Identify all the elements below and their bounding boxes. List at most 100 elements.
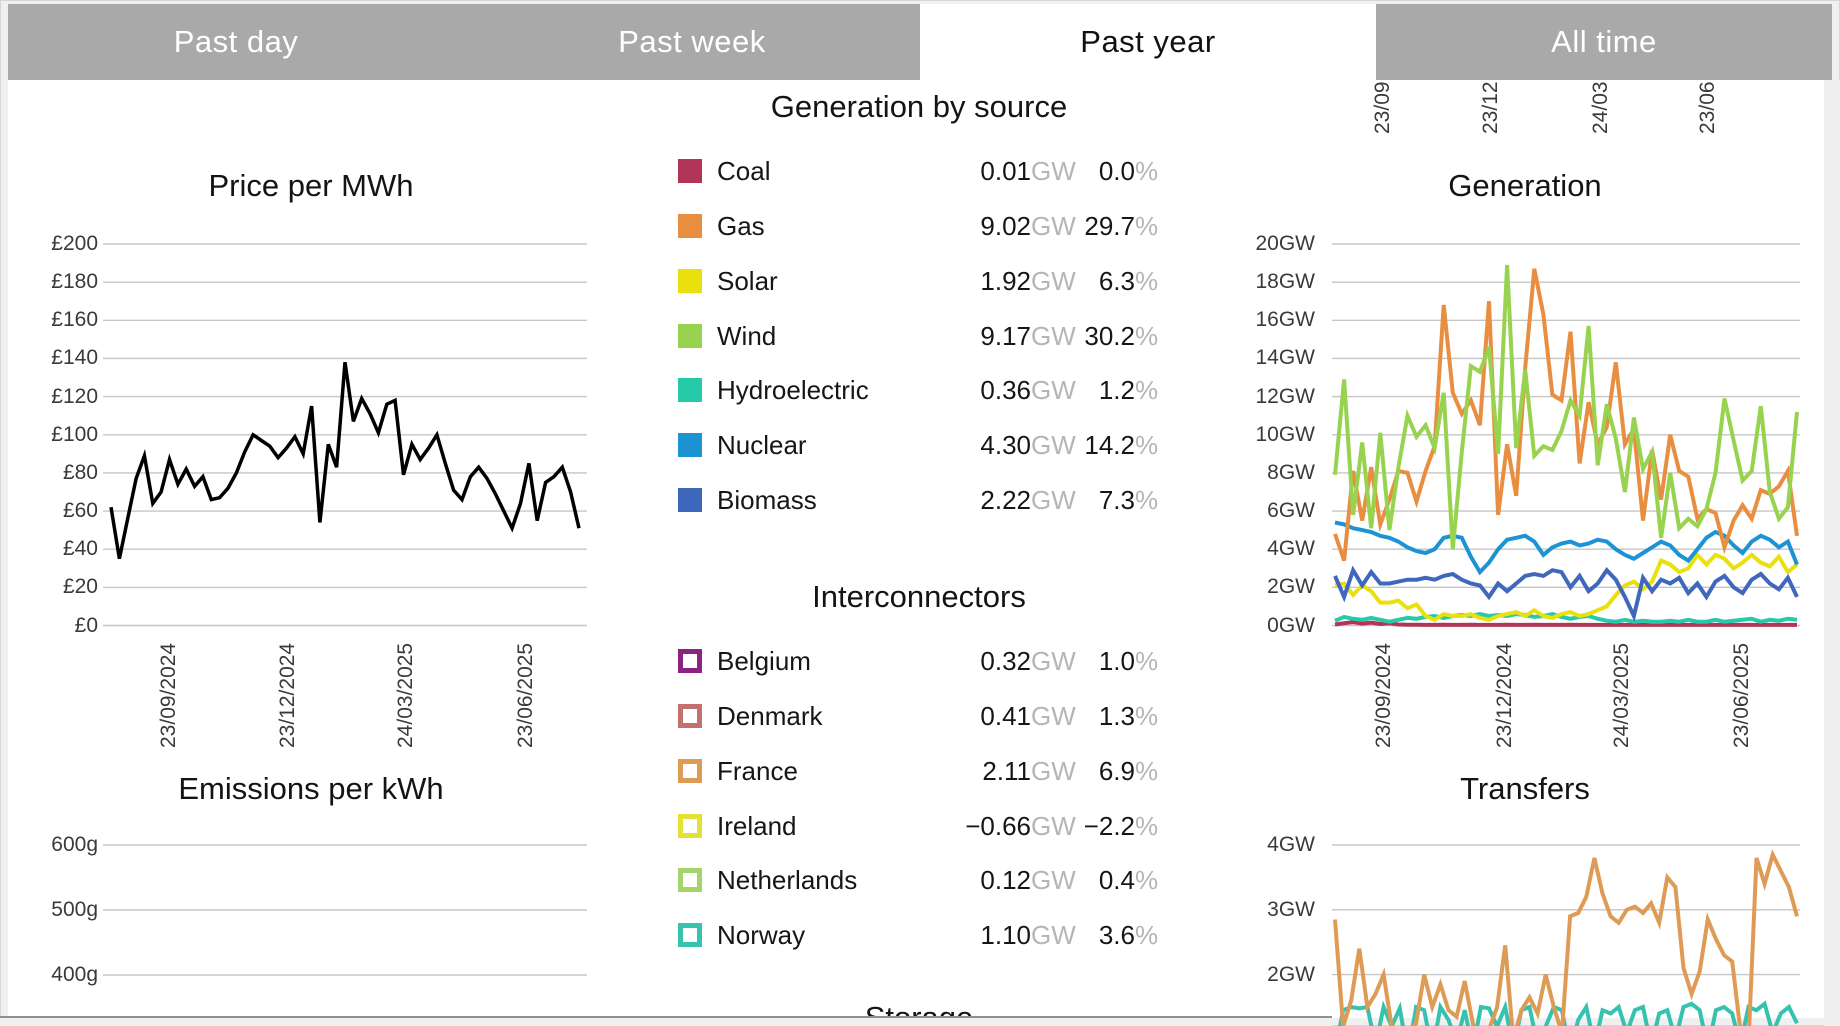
legend-row-gas[interactable]: Gas 9.02 GW 29.7 % xyxy=(0,206,1840,246)
chart-title-transfers: Transfers xyxy=(1460,771,1590,806)
x-axis-tick-label: 23/12/2024 xyxy=(276,642,299,748)
interconnector-label: Ireland xyxy=(717,811,797,841)
tab-past-day[interactable]: Past day xyxy=(8,4,464,80)
transfers-chart xyxy=(1332,844,1800,1026)
y-axis-tick-label: £40 xyxy=(62,537,98,561)
y-axis-tick-label: 16GW xyxy=(1255,308,1315,332)
solar-swatch-icon xyxy=(678,269,702,293)
interconnector-label: Norway xyxy=(717,920,806,950)
legend-row-ireland[interactable]: Ireland −0.66 GW −2.2 % xyxy=(0,806,1840,846)
tab-past-week[interactable]: Past week xyxy=(464,4,920,80)
y-axis-tick-label: 4GW xyxy=(1267,833,1315,856)
legend-row-solar[interactable]: Solar 1.92 GW 6.3 % xyxy=(0,261,1840,301)
legend-row-norway[interactable]: Norway 1.10 GW 3.6 % xyxy=(0,915,1840,955)
hydroelectric-swatch-icon xyxy=(678,378,702,402)
legend-row-coal[interactable]: Coal 0.01 GW 0.0 % xyxy=(0,151,1840,191)
clipped-axis-label: 23/09/ xyxy=(1371,82,1394,134)
y-axis-tick-label: 20GW xyxy=(1255,232,1315,255)
time-range-tabs: Past day Past week Past year All time xyxy=(8,4,1832,80)
interconnector-label: Netherlands xyxy=(717,865,858,895)
y-axis-tick-label: £180 xyxy=(51,270,98,294)
source-unit: GW xyxy=(1031,485,1076,515)
y-axis-tick-label: 6GW xyxy=(1267,499,1315,523)
legend-row-biomass[interactable]: Biomass 2.22 GW 7.3 % xyxy=(0,480,1840,520)
interconnector-unit: GW xyxy=(1031,865,1076,895)
scrollbar-track[interactable] xyxy=(1824,80,1840,1026)
denmark-swatch-icon xyxy=(678,704,702,728)
source-pct-unit: % xyxy=(1135,485,1159,515)
netherlands-swatch-icon xyxy=(678,868,702,892)
interconnector-pct: 6.9 xyxy=(1098,756,1135,786)
france-swatch-icon xyxy=(678,759,702,783)
x-axis-tick-label: 24/03/2025 xyxy=(394,642,417,748)
source-label: Gas xyxy=(717,211,765,241)
series-line-biomass xyxy=(1333,565,1799,623)
legend-row-belgium[interactable]: Belgium 0.32 GW 1.0 % xyxy=(0,641,1840,681)
legend-row-hydroelectric[interactable]: Hydroelectric 0.36 GW 1.2 % xyxy=(0,370,1840,410)
interconnector-value: 0.41 xyxy=(980,701,1031,731)
source-value: 0.36 xyxy=(980,375,1031,405)
series-line-hydroelectric xyxy=(1334,612,1798,624)
y-axis-tick-label: 600g xyxy=(51,833,98,856)
gas-swatch-icon xyxy=(678,214,702,238)
source-unit: GW xyxy=(1031,211,1076,241)
y-axis-tick-label: 14GW xyxy=(1255,346,1315,370)
x-axis-tick-label: 23/06/2025 xyxy=(1730,642,1753,748)
interconnector-label: France xyxy=(717,756,798,786)
source-unit: GW xyxy=(1031,321,1076,351)
series-line-wind xyxy=(1333,264,1799,550)
source-value: 4.30 xyxy=(980,430,1031,460)
interconnector-pct: 1.0 xyxy=(1098,646,1135,676)
source-value: 9.17 xyxy=(980,321,1031,351)
y-axis-tick-label: £100 xyxy=(51,422,98,446)
series-line-solar xyxy=(1334,551,1799,623)
tab-past-year[interactable]: Past year xyxy=(920,4,1376,80)
source-label: Coal xyxy=(717,156,771,186)
legend-row-nuclear[interactable]: Nuclear 4.30 GW 14.2 % xyxy=(0,425,1840,465)
legend-row-wind[interactable]: Wind 9.17 GW 30.2 % xyxy=(0,316,1840,356)
series-line-price xyxy=(109,362,581,560)
legend-row-france[interactable]: France 2.11 GW 6.9 % xyxy=(0,751,1840,791)
series-line-coal xyxy=(1334,620,1797,627)
source-unit: GW xyxy=(1031,156,1076,186)
y-axis-tick-label: £0 xyxy=(74,613,98,637)
interconnector-value: 0.12 xyxy=(980,865,1031,895)
legend-row-netherlands[interactable]: Netherlands 0.12 GW 0.4 % xyxy=(0,860,1840,900)
source-label: Hydroelectric xyxy=(717,375,869,405)
y-axis-tick-label: 4GW xyxy=(1267,537,1315,561)
source-pct-unit: % xyxy=(1135,375,1159,405)
y-axis-tick-label: 500g xyxy=(51,898,98,921)
clipped-axis-label: 24/03/ xyxy=(1589,82,1612,134)
series-line-norway xyxy=(1338,1000,1799,1026)
y-axis-tick-label: £80 xyxy=(62,460,98,484)
x-axis-tick-label: 23/09/2024 xyxy=(1372,642,1395,748)
y-axis-tick-label: 10GW xyxy=(1255,422,1315,446)
y-axis-tick-label: £200 xyxy=(51,232,98,255)
x-axis-tick-label: 23/12/2024 xyxy=(1493,642,1516,748)
source-unit: GW xyxy=(1031,430,1076,460)
y-axis-tick-label: 3GW xyxy=(1267,897,1315,921)
interconnector-pct-unit: % xyxy=(1135,920,1159,950)
clipped-axis-label: 23/12/ xyxy=(1479,82,1502,134)
source-pct: 7.3 xyxy=(1098,485,1135,515)
source-pct-unit: % xyxy=(1135,266,1159,296)
interconnector-pct: 3.6 xyxy=(1098,920,1135,950)
source-label: Biomass xyxy=(717,485,817,515)
coal-swatch-icon xyxy=(678,159,702,183)
series-line-gas xyxy=(1333,268,1799,562)
y-axis-tick-label: 0GW xyxy=(1267,613,1315,637)
viewport-bottom-strip xyxy=(0,1018,1332,1026)
interconnector-unit: GW xyxy=(1031,646,1076,676)
tab-all-time[interactable]: All time xyxy=(1376,4,1832,80)
norway-swatch-icon xyxy=(678,923,702,947)
interconnector-unit: GW xyxy=(1031,811,1076,841)
y-axis-tick-label: £160 xyxy=(51,308,98,332)
interconnector-pct-unit: % xyxy=(1135,811,1159,841)
y-axis-tick-label: £60 xyxy=(62,499,98,523)
source-label: Wind xyxy=(717,321,777,351)
legend-row-denmark[interactable]: Denmark 0.41 GW 1.3 % xyxy=(0,696,1840,736)
emissions-per-kwh-chart xyxy=(103,844,587,976)
generation-chart xyxy=(1332,243,1800,627)
source-pct: 0.0 xyxy=(1098,156,1135,186)
